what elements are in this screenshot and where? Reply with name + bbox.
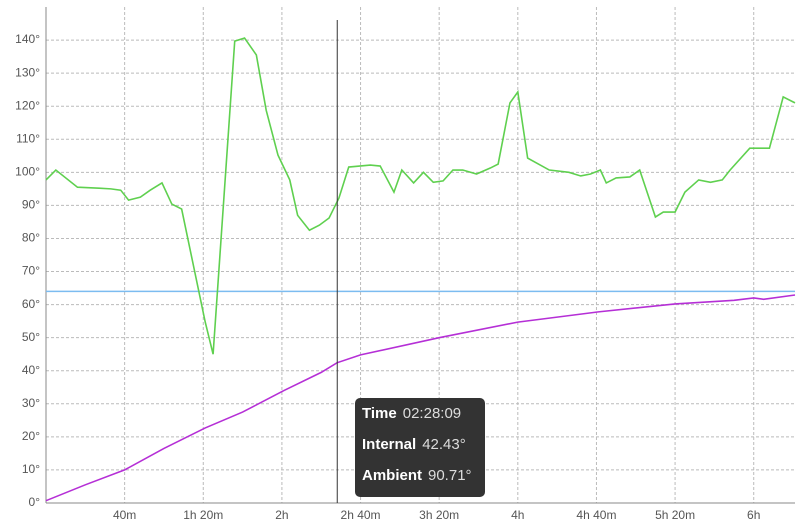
x-tick-label: 3h 20m [419,508,459,522]
series-line [45,294,796,502]
tooltip-value: 42.43° [422,436,466,453]
y-tick-label: 70° [22,264,40,278]
y-tick-label: 50° [22,330,40,344]
y-tick-label: 140° [15,32,40,46]
x-tick-label: 4h [511,508,524,522]
tooltip-label: Internal [362,436,416,453]
tooltip-value: 02:28:09 [403,405,461,422]
y-tick-label: 90° [22,198,40,212]
x-tick-label: 6h [747,508,760,522]
y-tick-label: 60° [22,297,40,311]
series-line [45,37,796,355]
plot-area: 0° 10° 20° 30° 40° 50° 60° 70° 80° 90° 100° 110° 120… [15,7,796,522]
tooltip-label: Time [362,405,397,422]
x-tick-label: 40m [113,508,136,522]
y-tick-label: 80° [22,231,40,245]
tooltip-value: 90.71° [428,467,472,484]
y-tick-label: 110° [16,131,40,145]
y-tick-label: 100° [15,165,40,179]
x-tick-label: 5h 20m [655,508,695,522]
x-tick-label: 2h 40m [341,508,381,522]
tooltip-box [355,398,485,497]
y-tick-label: 40° [22,363,40,377]
x-tick-label: 2h [275,508,288,522]
y-tick-label: 30° [22,396,40,410]
y-tick-label: 20° [22,429,40,443]
y-tick-label: 130° [15,65,40,79]
x-tick-label: 1h 20m [183,508,223,522]
x-tick-label: 4h 40m [576,508,616,522]
tooltip: Time 02:28:09 Internal 42.43°Ambient 90.71° [355,398,485,497]
y-tick-label: 120° [15,98,40,112]
tooltip-label: Ambient [362,467,422,484]
y-tick-label: 0° [29,495,41,509]
y-tick-label: 10° [22,462,40,476]
